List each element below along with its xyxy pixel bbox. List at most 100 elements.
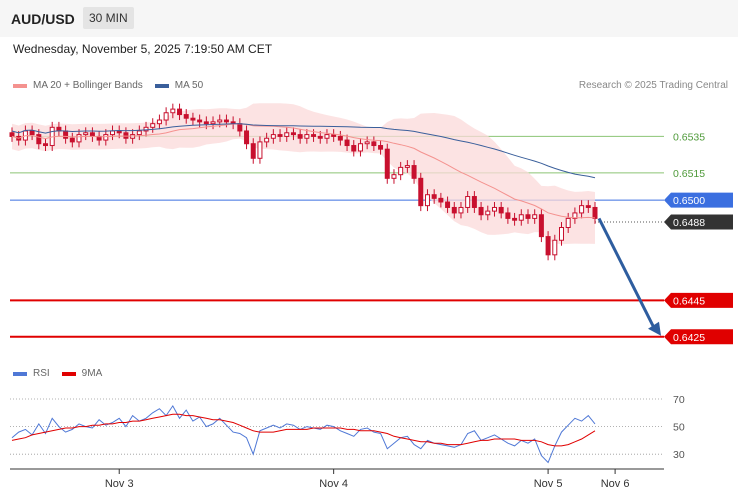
level-tag-3 [664,214,733,230]
ma50-line [11,123,596,179]
timeframe-button[interactable]: 30 MIN [83,7,134,29]
candle-body-31 [217,119,223,123]
candle-body-8 [63,130,69,139]
level-label-3: 0.6488 [673,217,705,229]
rsi-swatch [13,371,27,376]
candle-body-82 [558,227,564,241]
candle-body-49 [337,135,343,141]
candle-body-68 [465,196,471,208]
candle-body-0 [9,132,15,137]
candle-body-87 [592,206,598,219]
candle-body-66 [451,206,457,214]
candle-body-32 [223,119,229,123]
level-tag-2 [664,192,733,208]
candle-body-77 [525,214,531,219]
candle-body-9 [69,137,75,143]
candle-body-62 [424,194,430,207]
level-label-0: 0.6535 [673,131,705,143]
candle-body-4 [36,134,42,145]
candle-body-84 [572,212,578,219]
candle-body-74 [505,212,511,219]
candle-body-59 [404,165,410,168]
candle-body-69 [471,196,477,208]
candle-body-54 [371,141,377,147]
candle-body-65 [445,201,451,208]
candle-body-56 [384,148,390,179]
credit-text: Research © 2025 Trading Central [578,80,728,91]
candle-body-3 [29,130,35,136]
rsi-tick-1: 50 [673,422,685,434]
candle-body-26 [183,114,189,119]
rsi-tick-0: 70 [673,394,685,406]
candle-body-23 [163,112,169,121]
candle-body-70 [478,206,484,216]
candle-body-29 [203,121,209,125]
x-tick-label-3: Nov 6 [601,478,630,490]
candle-body-34 [237,123,243,132]
rsi-ma-line [11,413,596,447]
rsi-legend-label: RSI [33,368,50,379]
ma50-swatch [154,83,169,88]
candle-body-71 [485,210,491,216]
candle-body-48 [331,134,337,137]
forecast-arrow-head [648,321,661,336]
candle-body-76 [518,214,524,221]
ma50-legend-label: MA 50 [174,80,204,91]
rsi-ma-swatch [61,371,76,376]
ma20-legend-label: MA 20 + Bollinger Bands [33,80,143,91]
candle-body-24 [170,108,176,114]
candle-body-28 [197,119,203,123]
candle-body-63 [431,194,437,199]
candle-body-35 [244,130,250,145]
candle-body-37 [257,141,263,159]
candle-body-25 [177,108,183,116]
candle-body-14 [103,134,109,141]
candle-body-12 [89,132,95,137]
candle-body-17 [123,132,129,139]
chart-header: AUD/USD 30 MIN [0,0,738,37]
candle-body-61 [418,177,424,207]
candle-body-51 [351,145,357,152]
candle-body-73 [498,206,504,214]
candle-body-42 [290,132,296,136]
price-legend: MA 20 + Bollinger Bands MA 50 [13,80,203,91]
candle-body-50 [344,139,350,147]
candle-body-85 [579,205,585,214]
candle-body-79 [538,214,544,238]
candle-body-81 [552,239,558,256]
candle-body-21 [150,123,156,128]
candle-body-45 [311,134,317,137]
level-label-4: 0.6445 [673,295,705,307]
forecast-arrow-line [597,217,657,331]
x-tick-label-2: Nov 5 [534,478,563,490]
candle-body-58 [398,166,404,176]
candle-body-44 [304,134,310,139]
level-label-2: 0.6500 [673,195,705,207]
candle-body-55 [378,145,384,150]
rsi-tick-2: 30 [673,449,685,461]
candle-body-30 [210,121,216,125]
x-tick-label-0: Nov 3 [105,478,134,490]
candle-body-43 [297,134,303,139]
ma20-swatch [13,83,27,88]
timestamp: Wednesday, November 5, 2025 7:19:50 AM C… [13,42,273,56]
level-tag-5 [664,329,733,345]
candle-body-53 [364,141,370,145]
candle-body-19 [136,130,142,136]
candle-body-78 [532,214,538,219]
candle-body-27 [190,117,196,121]
candle-body-36 [250,143,256,159]
candle-body-67 [458,206,464,214]
candle-body-52 [357,143,363,152]
x-tick-label-1: Nov 4 [319,478,348,490]
candle-body-40 [277,134,283,137]
candle-body-75 [512,217,518,221]
candle-body-72 [491,206,497,212]
candle-body-39 [270,134,276,139]
rsi-legend: RSI 9MA [13,368,102,379]
candle-body-46 [317,135,323,139]
level-tag-4 [664,292,733,308]
candle-body-80 [545,236,551,256]
candle-body-47 [324,134,330,139]
